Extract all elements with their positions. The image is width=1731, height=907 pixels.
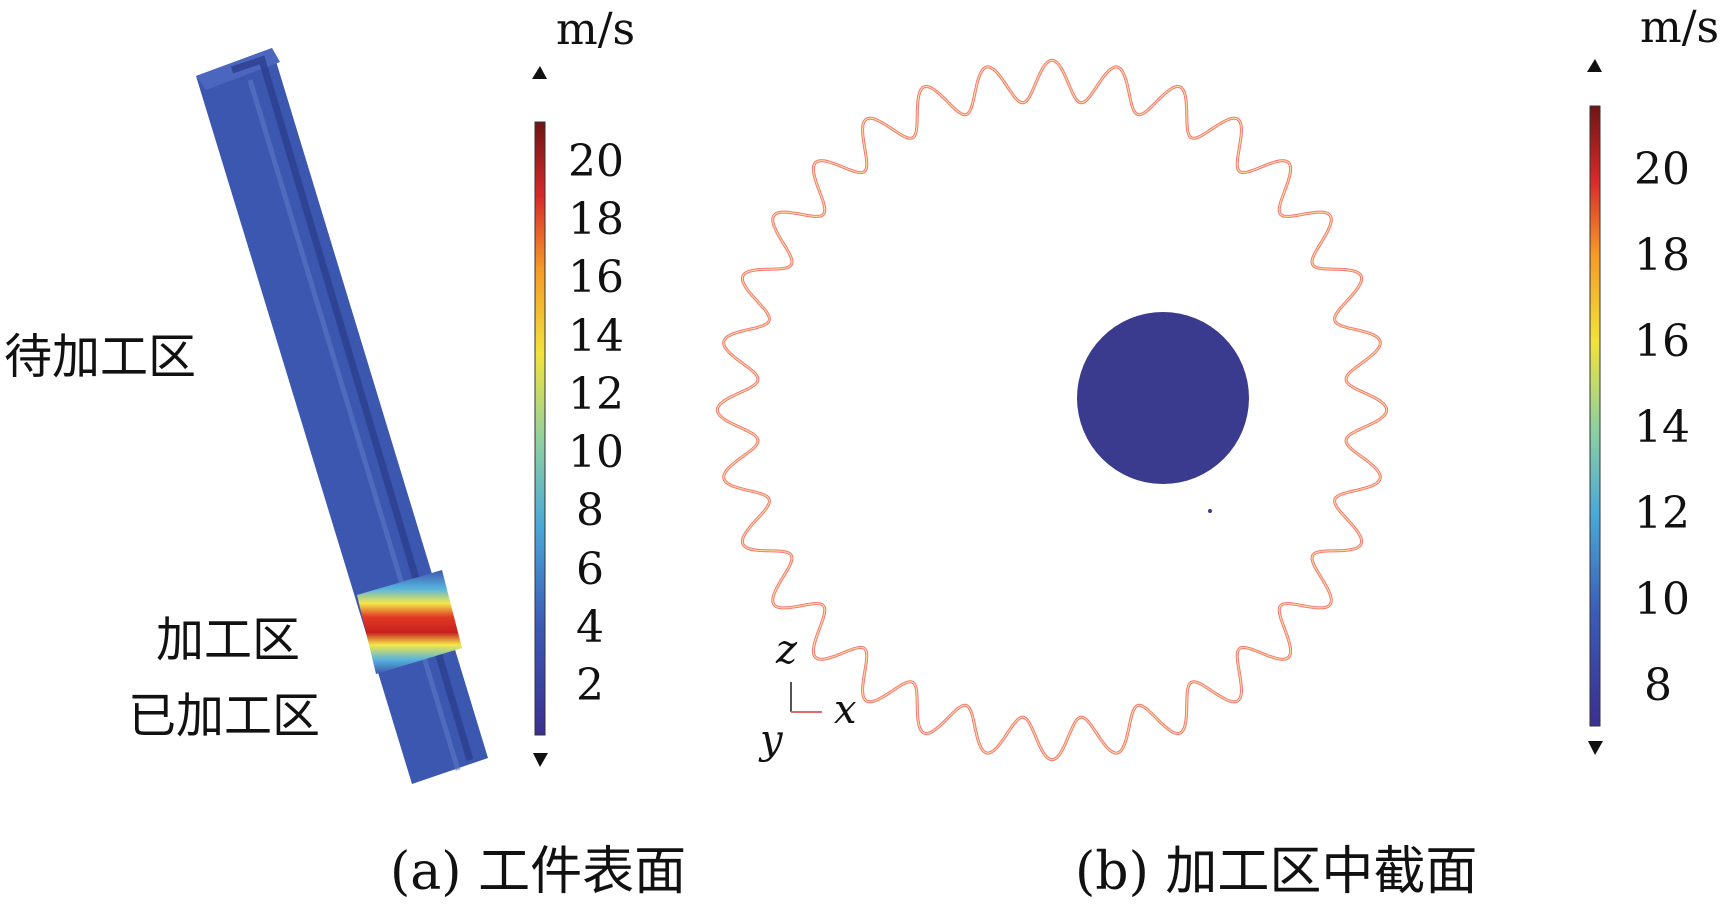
processing-zone-band	[357, 570, 462, 674]
colorbar-a-tick: 10	[568, 427, 624, 478]
colorbar-b-tick: 14	[1634, 402, 1690, 453]
colorbar-b-tick: 10	[1634, 574, 1690, 625]
colorbar-b-tick: 20	[1634, 144, 1690, 195]
colorbar-a	[532, 66, 548, 767]
colorbar-b-tick: 18	[1634, 230, 1690, 281]
colorbar-a-tick: 16	[568, 252, 624, 303]
axis-y-label: y	[760, 717, 783, 763]
colorbar-a-tick: 18	[568, 194, 624, 245]
colorbar-b-unit: m/s	[1640, 2, 1720, 53]
colorbar-a-tick: 14	[568, 311, 624, 362]
caption-b: (b) 加工区中截面	[1075, 842, 1478, 902]
colorbar-a-tick: 6	[576, 544, 604, 595]
label-processed-zone: 已加工区	[128, 688, 321, 744]
colorbar-a-tick: 2	[576, 660, 604, 711]
colorbar-b	[1587, 59, 1603, 755]
colorbar-a-tick: 8	[576, 485, 604, 536]
colorbar-a-unit: m/s	[556, 4, 636, 55]
gear-section	[715, 58, 1389, 762]
colorbar-a-tick: 12	[568, 369, 624, 420]
axis-x-label: x	[834, 687, 857, 733]
colorbar-a-up-arrow-icon	[532, 66, 547, 79]
workpiece-surface	[196, 48, 488, 784]
colorbar-a-tick: 4	[576, 602, 604, 653]
colorbar-b-tick: 8	[1644, 660, 1672, 711]
axis-triad	[790, 682, 822, 713]
colorbar-b-tick: 12	[1634, 488, 1690, 539]
colorbar-a-gradient	[534, 121, 546, 736]
colorbar-b-gradient	[1589, 105, 1601, 727]
gear-hub	[1077, 312, 1249, 484]
label-unprocessed-zone: 待加工区	[4, 329, 197, 385]
caption-a: (a) 工件表面	[390, 842, 687, 902]
colorbar-a-down-arrow-icon	[533, 753, 548, 767]
colorbar-b-up-arrow-icon	[1587, 59, 1602, 72]
colorbar-a-tick: 20	[568, 136, 624, 187]
colorbar-b-down-arrow-icon	[1588, 741, 1603, 755]
label-processing-zone: 加工区	[156, 612, 301, 668]
colorbar-b-tick: 16	[1634, 316, 1690, 367]
axis-z-label: z	[776, 627, 798, 673]
